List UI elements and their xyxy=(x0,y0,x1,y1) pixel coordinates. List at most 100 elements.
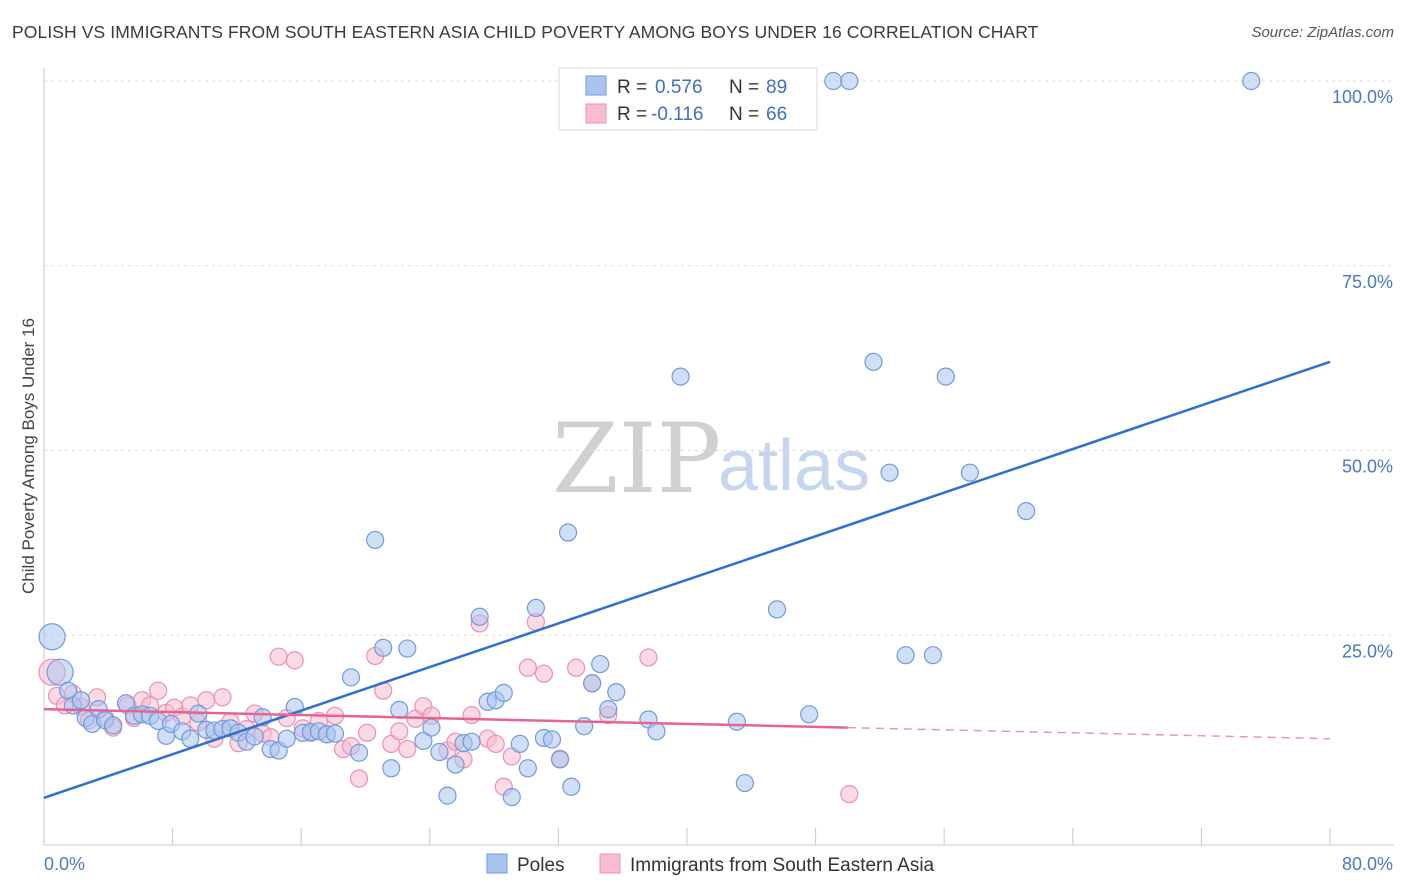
bottom-legend: Poles Immigrants from South Eastern Asia xyxy=(486,853,935,876)
poles-point-77 xyxy=(840,71,859,91)
legend-n-label-poles: N = xyxy=(729,77,759,98)
poles-point-61 xyxy=(550,750,570,769)
poles-point-50 xyxy=(462,732,481,751)
poles-point-38 xyxy=(349,743,369,762)
poles-point-39 xyxy=(366,530,385,550)
poles-point-56 xyxy=(510,734,529,753)
asia-point-30 xyxy=(285,651,304,670)
watermark-atlas: atlas xyxy=(718,426,870,506)
poles-point-82 xyxy=(936,367,955,386)
poles-point-79 xyxy=(880,463,899,482)
poles-point-60 xyxy=(542,730,562,749)
y-tick-label-75: 75.0% xyxy=(1342,272,1393,292)
legend-swatch-poles xyxy=(585,75,607,96)
poles-point-68 xyxy=(607,683,626,702)
series-poles-points xyxy=(38,71,1261,807)
series-asia-points xyxy=(38,612,859,804)
bottom-legend-swatch-poles xyxy=(486,853,508,874)
asia-point-61 xyxy=(566,658,586,677)
trend-line-asia-extension xyxy=(847,726,1331,740)
axes xyxy=(43,68,1394,846)
poles-point-55 xyxy=(502,787,521,807)
asia-point-38 xyxy=(349,769,369,788)
trend-line-asia xyxy=(43,707,848,729)
asia-point-51 xyxy=(462,705,481,725)
poles-point-0 xyxy=(38,623,66,651)
asia-point-21 xyxy=(213,688,232,707)
poles-point-85 xyxy=(1242,71,1261,91)
poles-point-47 xyxy=(438,786,457,805)
poles-point-71 xyxy=(671,367,690,386)
poles-point-54 xyxy=(494,683,513,702)
poles-point-74 xyxy=(767,600,787,619)
legend-n-label-asia: N = xyxy=(729,104,759,125)
poles-point-1 xyxy=(46,658,74,686)
asia-point-13 xyxy=(149,681,168,700)
poles-point-63 xyxy=(562,777,581,796)
poles-point-75 xyxy=(800,705,819,724)
poles-point-26 xyxy=(245,727,264,746)
asia-point-44 xyxy=(398,739,417,759)
poles-point-81 xyxy=(923,646,943,665)
poles-point-4 xyxy=(71,691,91,710)
poles-point-46 xyxy=(430,742,449,762)
asia-point-57 xyxy=(518,658,537,677)
legend-swatch-asia xyxy=(585,103,607,124)
y-tick-labels: 25.0% 50.0% 75.0% 100.0% xyxy=(1332,87,1393,661)
poles-point-37 xyxy=(341,668,361,687)
poles-point-76 xyxy=(824,71,843,91)
poles-point-67 xyxy=(599,700,618,719)
legend-n-value-poles: 89 xyxy=(766,77,787,98)
poles-point-30 xyxy=(277,729,296,748)
asia-point-54 xyxy=(486,734,505,753)
poles-point-78 xyxy=(864,352,883,371)
poles-point-83 xyxy=(960,463,980,482)
asia-point-28 xyxy=(269,647,288,666)
x-ticks xyxy=(172,828,1331,845)
poles-point-42 xyxy=(390,700,409,719)
poles-point-80 xyxy=(896,646,915,665)
x-tick-label-min: 0.0% xyxy=(44,854,85,874)
legend-r-label-asia: R = xyxy=(617,104,647,125)
poles-point-44 xyxy=(414,731,433,751)
legend-r-value-poles: 0.576 xyxy=(655,77,703,98)
y-tick-label-25: 25.0% xyxy=(1342,641,1393,661)
asia-point-64 xyxy=(639,648,658,667)
y-tick-label-100: 100.0% xyxy=(1332,87,1393,107)
poles-point-40 xyxy=(374,638,393,657)
chart-source: Source: ZipAtlas.com xyxy=(1251,24,1394,41)
asia-point-43 xyxy=(390,722,409,741)
poles-point-84 xyxy=(1017,501,1036,521)
legend-r-value-asia: -0.116 xyxy=(651,104,703,125)
poles-point-72 xyxy=(727,712,746,731)
asia-point-39 xyxy=(358,723,377,742)
legend-r-label-poles: R = xyxy=(617,77,647,98)
poles-point-65 xyxy=(583,674,602,693)
trend-line-poles xyxy=(43,360,1331,800)
bottom-legend-label-asia: Immigrants from South Eastern Asia xyxy=(630,855,935,876)
asia-point-59 xyxy=(534,664,554,683)
bottom-legend-label-poles: Poles xyxy=(517,855,565,876)
grid-lines xyxy=(44,80,1394,636)
y-axis-label: Child Poverty Among Boys Under 16 xyxy=(19,318,38,594)
poles-point-66 xyxy=(591,654,610,674)
poles-point-57 xyxy=(518,759,537,778)
legend: R = 0.576 N = 89 R = -0.116 N = 66 xyxy=(558,67,818,131)
poles-point-62 xyxy=(558,523,578,542)
poles-point-73 xyxy=(735,773,754,793)
chart-title: POLISH VS IMMIGRANTS FROM SOUTH EASTERN … xyxy=(12,22,1039,42)
poles-point-45 xyxy=(422,718,441,737)
poles-point-18 xyxy=(181,729,200,748)
poles-point-36 xyxy=(325,724,345,743)
poles-point-48 xyxy=(446,755,465,774)
y-tick-label-50: 50.0% xyxy=(1342,457,1393,477)
poles-point-41 xyxy=(382,759,401,778)
poles-point-51 xyxy=(470,607,489,626)
poles-point-9 xyxy=(104,716,123,735)
bottom-legend-swatch-asia xyxy=(599,853,621,874)
trend-lines xyxy=(43,360,1331,800)
poles-point-43 xyxy=(398,639,417,658)
x-tick-label-max: 80.0% xyxy=(1342,854,1393,874)
asia-point-65 xyxy=(840,785,859,804)
